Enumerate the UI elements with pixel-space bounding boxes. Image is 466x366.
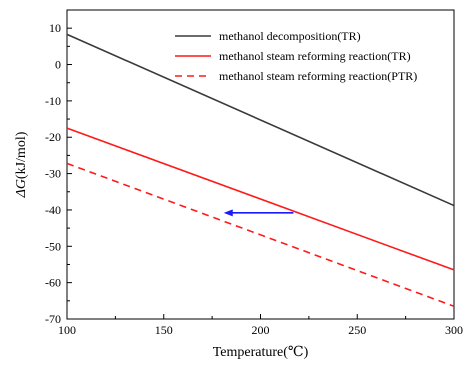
y-tick-label: -60 xyxy=(45,276,61,290)
axis-ticks: 100 150 200 250 300 -70 -60 -50 -40 -30 -20 -10 0 10 xyxy=(45,21,463,337)
legend-label-3: methanol steam reforming reaction(PTR) xyxy=(219,69,417,83)
y-tick-label: -50 xyxy=(45,239,61,253)
y-tick-label: -20 xyxy=(45,130,61,144)
y-tick-label: -30 xyxy=(45,167,61,181)
series-line-1 xyxy=(66,33,455,207)
y-axis-label-unit: (kJ/mol) xyxy=(14,131,29,179)
series-line-3 xyxy=(66,162,455,308)
legend-label-2: methanol steam reforming reaction(TR) xyxy=(219,49,411,63)
y-tick-label: -10 xyxy=(45,94,61,108)
y-tick-label: -40 xyxy=(45,203,61,217)
y-axis-label: ΔG(kJ/mol) xyxy=(14,131,29,198)
y-axis-label-symbol: ΔG xyxy=(14,179,29,198)
annotation-layer xyxy=(223,209,294,217)
x-tick-label: 150 xyxy=(155,323,173,337)
legend: methanol decomposition(TR) methanol steam… xyxy=(175,29,417,83)
y-tick-label: 0 xyxy=(55,58,61,72)
y-tick-label: -70 xyxy=(45,312,61,326)
x-tick-label: 250 xyxy=(348,323,366,337)
x-tick-label: 200 xyxy=(252,323,270,337)
x-tick-label: 300 xyxy=(445,323,463,337)
arrow-head xyxy=(223,209,233,217)
series-layer xyxy=(66,33,455,308)
legend-label-1: methanol decomposition(TR) xyxy=(219,29,361,43)
x-tick-label: 100 xyxy=(58,323,76,337)
series-line-2 xyxy=(66,127,455,271)
y-tick-label: 10 xyxy=(49,21,61,35)
x-axis-label: Temperature(℃) xyxy=(213,345,309,360)
